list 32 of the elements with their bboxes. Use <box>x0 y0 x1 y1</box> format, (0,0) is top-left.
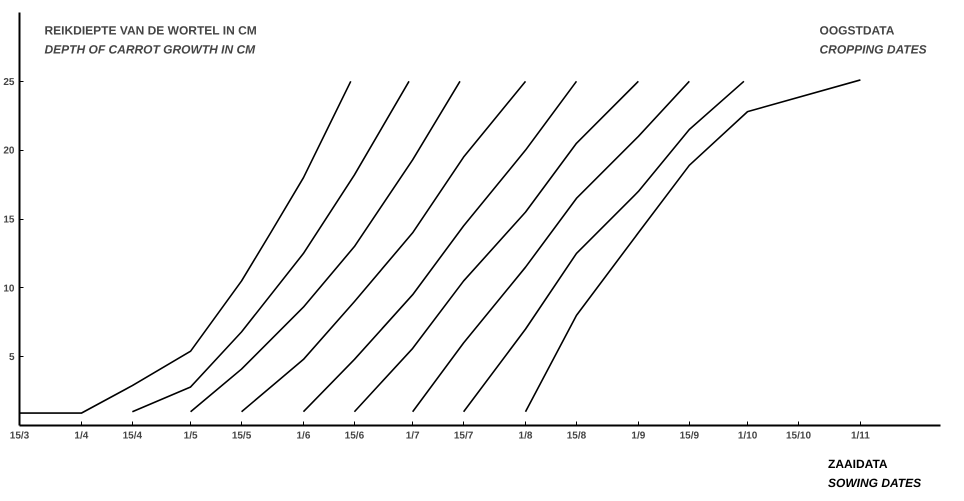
line-series <box>190 80 461 413</box>
line-series <box>354 80 640 413</box>
x-tick-label: 1/7 <box>406 430 420 442</box>
line-series <box>462 80 745 413</box>
x-tick-label: 1/8 <box>518 430 533 442</box>
x-tick-label: 1/9 <box>631 430 646 442</box>
x-tick-label: 15/8 <box>566 430 587 442</box>
x-tick-label: 15/7 <box>454 430 474 442</box>
line-series <box>412 80 690 413</box>
x-tick-label: 1/4 <box>74 430 89 442</box>
x-tick-label: 1/10 <box>738 430 758 442</box>
x-tick-label: 15/6 <box>344 430 365 442</box>
x-tick-label: 1/5 <box>184 430 198 442</box>
y-tick-label: 10 <box>3 283 15 294</box>
x-tick-label: 1/11 <box>850 430 870 442</box>
y-axis-title: REIKDIEPTE VAN DE WORTEL IN CM DEPTH OF CARROT GROWTH IN CM <box>44 24 257 56</box>
x-tick-label: 15/3 <box>10 430 30 442</box>
x-tick-label: 15/5 <box>232 430 252 442</box>
y-tick-label: 5 <box>8 352 15 364</box>
x-tick-label: 15/9 <box>680 430 700 442</box>
line-series <box>240 80 526 413</box>
annotation: OOGSTDATA CROPPING DATES <box>820 24 927 56</box>
y-tick-label: 20 <box>3 146 15 157</box>
x-tick-label: 15/10 <box>786 430 812 442</box>
line-series <box>132 80 410 413</box>
x-tick-label: 15/4 <box>122 430 143 442</box>
y-tick-label: 15 <box>3 214 15 226</box>
y-tick-label: 25 <box>3 76 15 88</box>
x-axis-title: ZAAIDATA SOWING DATES <box>828 456 922 492</box>
line-series <box>524 79 862 413</box>
line-series <box>302 80 578 413</box>
x-tick-label: 1/6 <box>296 430 311 442</box>
